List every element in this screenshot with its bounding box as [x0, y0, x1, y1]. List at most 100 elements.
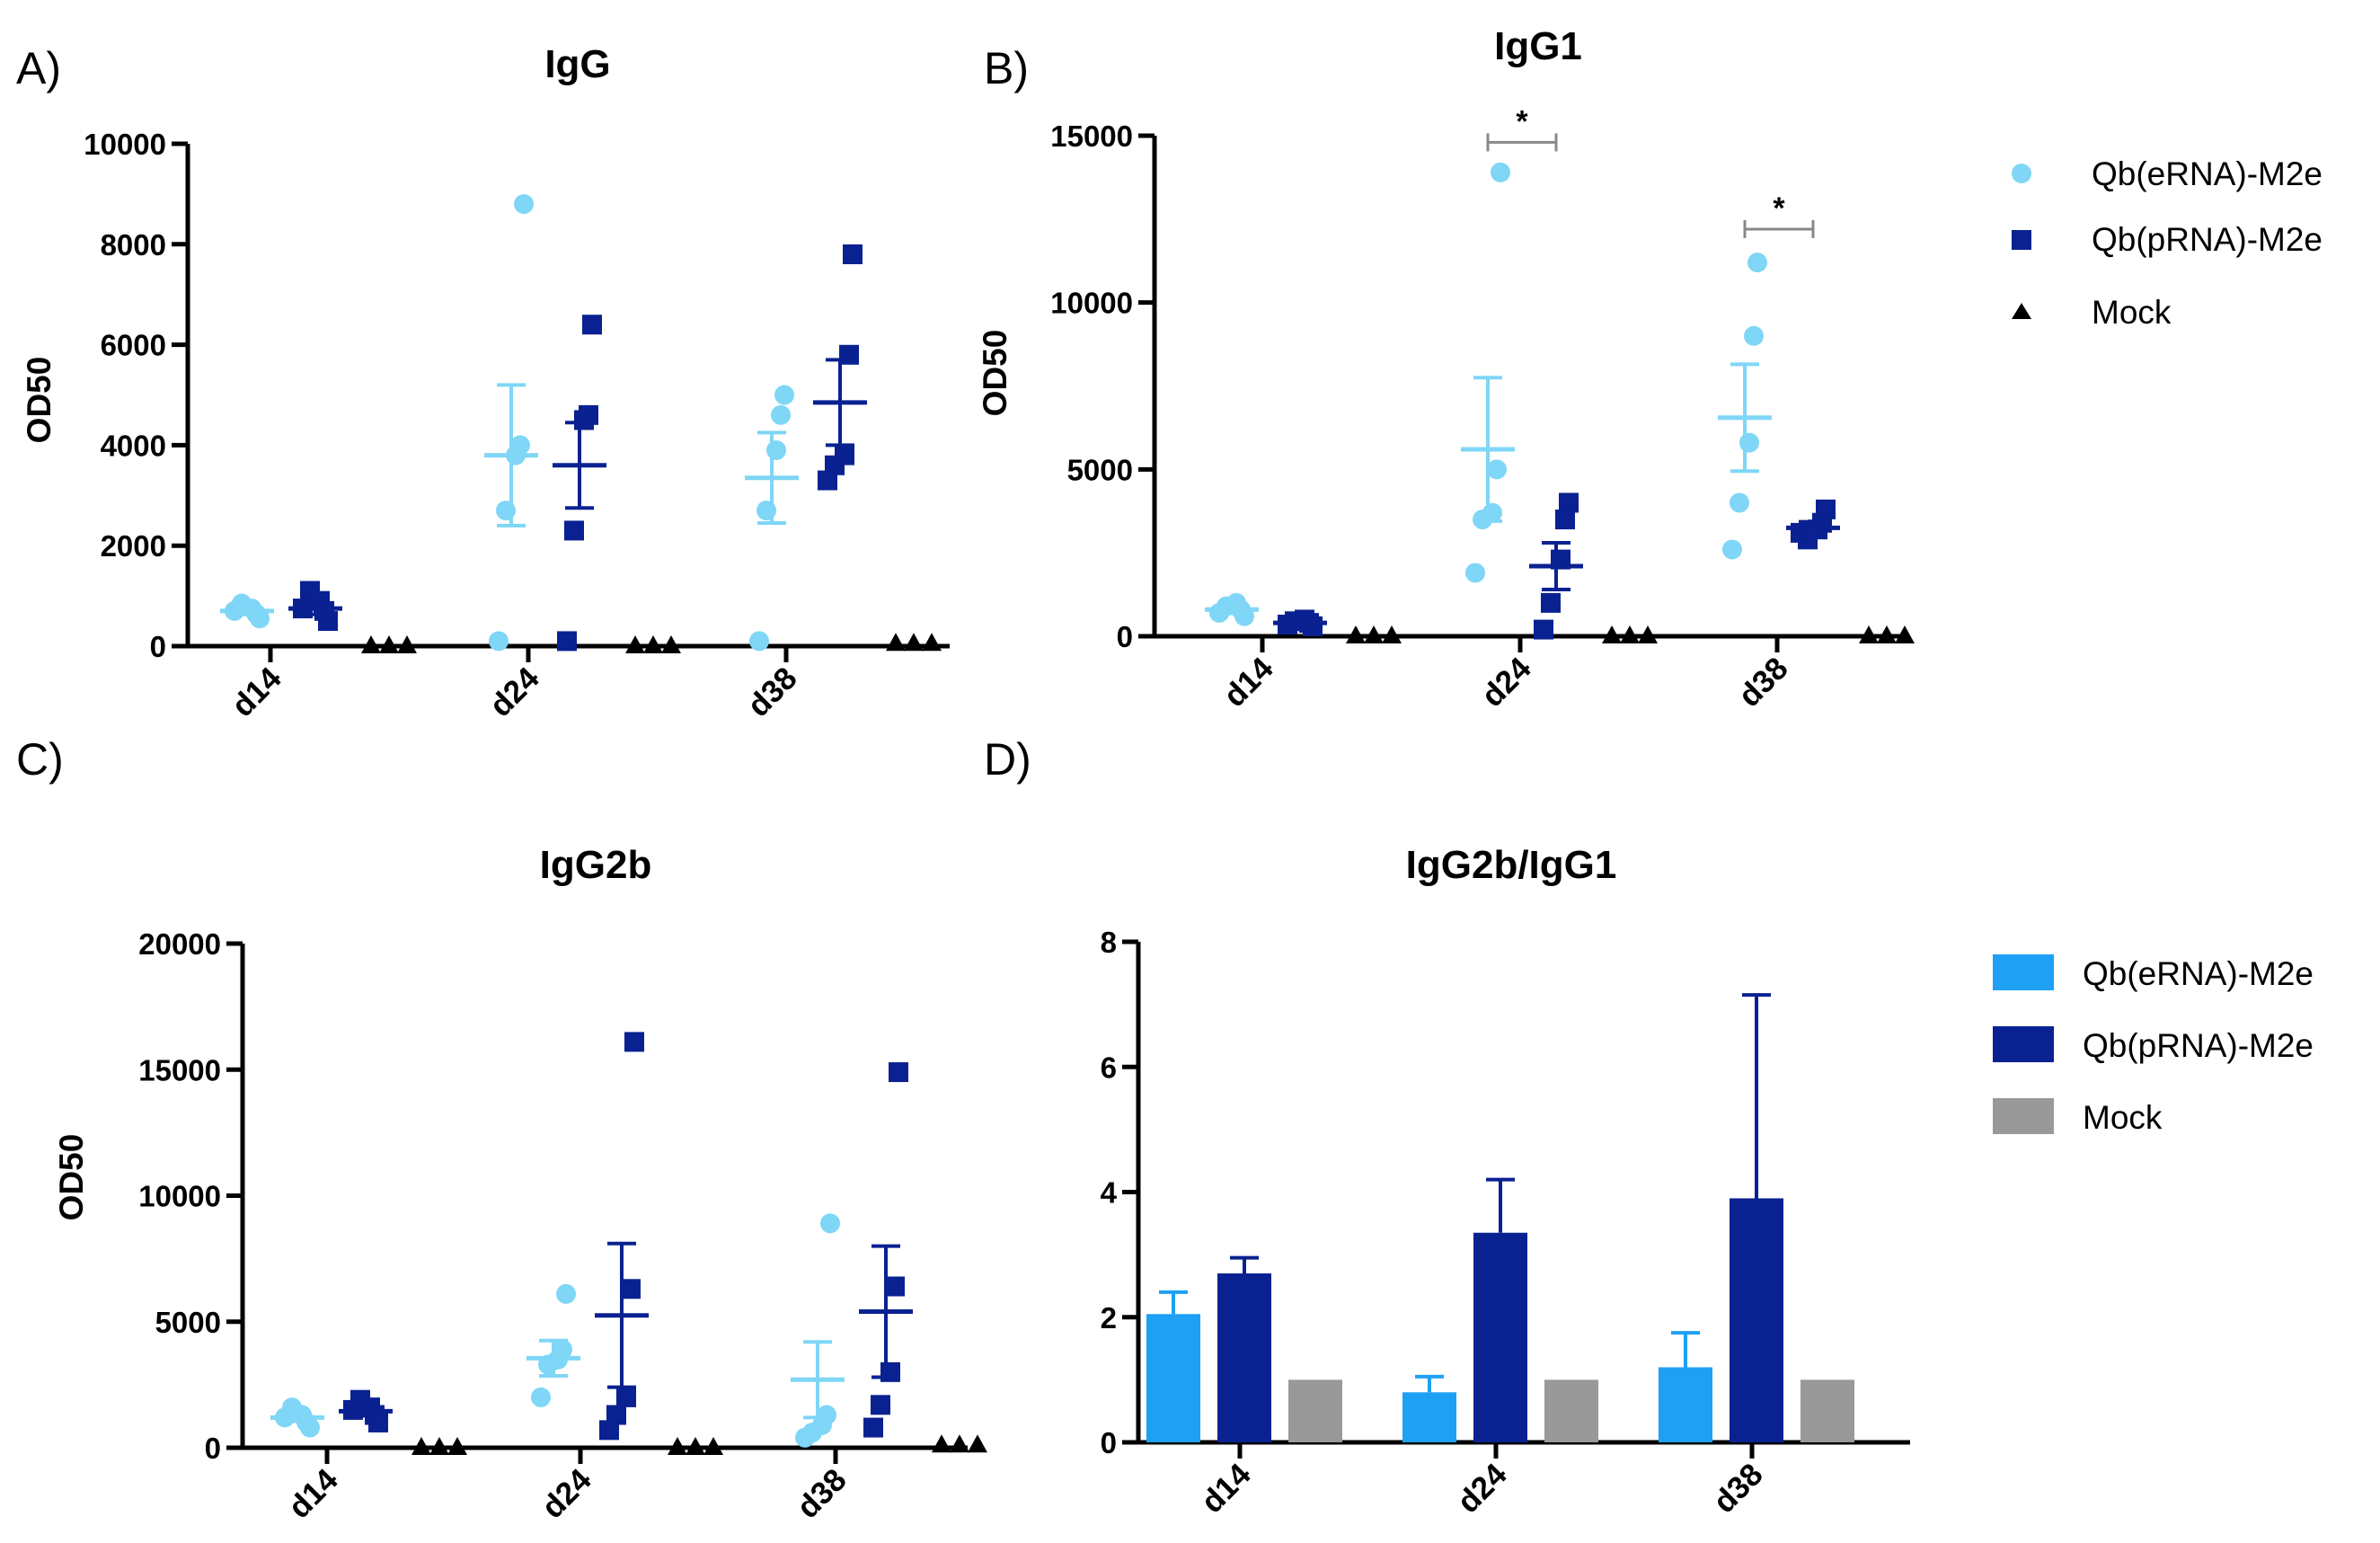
- data-point-triangle: [886, 633, 906, 652]
- data-point-triangle: [922, 633, 942, 652]
- legend-bottom-label-erna: Qb(eRNA)-M2e: [2083, 955, 2314, 992]
- data-point-triangle: [968, 1434, 987, 1453]
- data-point-square: [621, 1279, 641, 1299]
- bar: [1800, 1379, 1854, 1442]
- legend-bottom-swatch-mock: [1993, 1098, 2054, 1134]
- data-point-triangle: [1364, 625, 1384, 643]
- data-point-circle: [1491, 162, 1510, 182]
- y-tick-label: 10000: [1050, 287, 1133, 320]
- data-point-square: [889, 1062, 908, 1083]
- data-point-triangle: [361, 635, 381, 653]
- legend-top-triangle-marker: [2012, 303, 2031, 319]
- data-point-triangle: [429, 1437, 449, 1455]
- y-tick-label: 10000: [138, 1180, 221, 1213]
- significance-star: *: [1516, 104, 1528, 138]
- data-point-square: [582, 315, 602, 335]
- x-tick-label: d14: [1194, 1457, 1258, 1521]
- legend-bottom-swatch-erna: [1993, 954, 2054, 990]
- x-tick-label: d38: [740, 661, 803, 723]
- data-point-triangle: [932, 1434, 951, 1453]
- y-tick-label: 8000: [101, 228, 166, 262]
- y-tick-label: 8: [1101, 926, 1117, 959]
- legend-top-circle-marker: [2012, 164, 2031, 183]
- data-point-circle: [795, 1427, 815, 1448]
- y-tick-label: 15000: [138, 1053, 221, 1086]
- data-point-triangle: [904, 633, 924, 652]
- x-tick-label: d24: [535, 1462, 598, 1526]
- legend-top-label-erna: Qb(eRNA)-M2e: [2092, 155, 2322, 192]
- data-point-circle: [1465, 563, 1485, 583]
- panel-a: A) IgG OD50 0 2000 4000 6000 8000 10000 d14 d2…: [16, 42, 950, 723]
- chart-title-c: IgG2b: [540, 843, 652, 887]
- data-point-triangle: [950, 1434, 969, 1453]
- significance-star: *: [1773, 191, 1785, 226]
- data-point-triangle: [411, 1437, 431, 1455]
- data-point-circle: [1744, 325, 1764, 346]
- bar: [1402, 1392, 1456, 1442]
- bar: [1730, 1198, 1783, 1442]
- data-point-triangle: [668, 1437, 687, 1455]
- legend-top-square-marker: [2012, 230, 2031, 250]
- data-point-square: [1559, 492, 1579, 513]
- x-tick-label: d24: [1474, 651, 1538, 714]
- data-point-circle: [766, 439, 786, 460]
- data-point-circle: [1747, 253, 1767, 273]
- data-point-triangle: [1382, 625, 1402, 643]
- data-point-triangle: [1638, 625, 1658, 643]
- panel-letter-d: D): [984, 734, 1031, 785]
- data-point-triangle: [1620, 625, 1640, 643]
- data-point-square: [599, 1420, 619, 1441]
- data-point-triangle: [625, 635, 645, 653]
- y-tick-label: 2000: [101, 529, 166, 563]
- data-point-triangle: [1877, 625, 1897, 643]
- bar: [1659, 1367, 1712, 1442]
- data-point-square: [1555, 510, 1575, 530]
- panel-letter-c: C): [16, 734, 64, 785]
- data-point-triangle: [447, 1437, 467, 1455]
- data-point-triangle: [686, 1437, 705, 1455]
- data-point-square: [574, 410, 594, 430]
- legend-bottom-swatch-prna: [1993, 1026, 2054, 1062]
- data-point-square: [300, 581, 320, 601]
- data-point-triangle: [379, 635, 399, 653]
- y-tick-label: 0: [1117, 620, 1133, 653]
- legend-bottom-label-prna: Qb(pRNA)-M2e: [2083, 1027, 2314, 1064]
- y-tick-label: 6: [1101, 1051, 1117, 1084]
- y-tick-label: 5000: [155, 1306, 221, 1339]
- data-point-circle: [1739, 432, 1759, 453]
- y-tick-label: 20000: [138, 927, 221, 961]
- bar: [1473, 1232, 1527, 1442]
- data-point-triangle: [1859, 625, 1879, 643]
- x-tick-label: d14: [225, 661, 288, 724]
- data-point-square: [606, 1405, 626, 1425]
- legend-top: Qb(eRNA)-M2e Qb(pRNA)-M2e Mock: [2012, 155, 2322, 331]
- y-tick-label: 15000: [1050, 120, 1133, 153]
- bar: [1288, 1379, 1342, 1442]
- data-point-triangle: [1346, 625, 1366, 643]
- data-point-triangle: [643, 635, 663, 653]
- data-point-square: [839, 344, 859, 365]
- y-tick-label: 5000: [1067, 453, 1133, 486]
- x-tick-label: d14: [281, 1462, 345, 1526]
- data-point-triangle: [397, 635, 417, 653]
- data-point-circle: [771, 404, 791, 425]
- legend-top-label-prna: Qb(pRNA)-M2e: [2092, 221, 2322, 258]
- data-point-square: [843, 244, 863, 264]
- data-point-triangle: [661, 635, 681, 653]
- legend-top-label-mock: Mock: [2092, 294, 2172, 331]
- panel-letter-a: A): [16, 43, 61, 93]
- y-tick-label: 6000: [101, 329, 166, 362]
- x-tick-label: d24: [482, 661, 546, 724]
- y-tick-label: 4: [1101, 1176, 1118, 1210]
- data-point-square: [616, 1387, 636, 1407]
- data-point-circle: [1730, 492, 1749, 513]
- y-tick-label: 2: [1101, 1301, 1117, 1335]
- data-point-square: [863, 1417, 883, 1438]
- y-axis-label-a: OD50: [21, 357, 58, 444]
- data-point-square: [624, 1032, 644, 1052]
- y-tick-label: 0: [205, 1432, 221, 1465]
- data-point-square: [818, 470, 837, 491]
- x-tick-label: d14: [1217, 651, 1280, 714]
- data-point-square: [825, 455, 845, 475]
